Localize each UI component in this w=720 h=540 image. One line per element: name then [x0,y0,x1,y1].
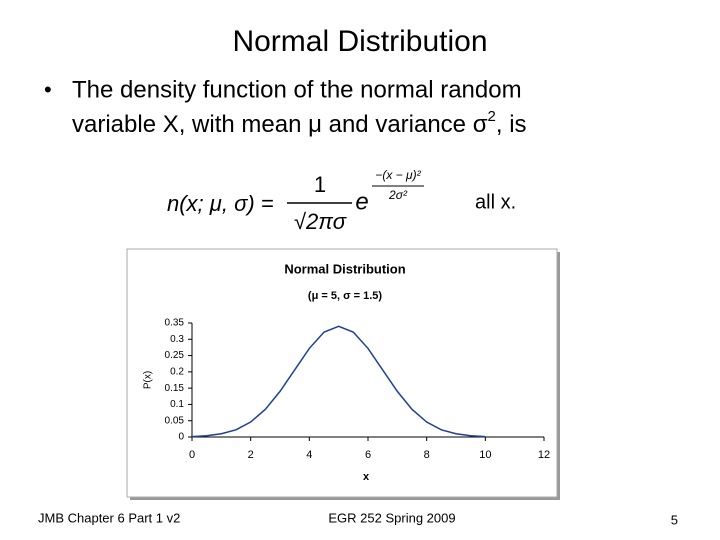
slide-title: Normal Distribution [232,25,487,58]
line-series [191,325,486,438]
formula-lhs: n(x; μ, σ) = [167,191,274,216]
footer-center: EGR 252 Spring 2009 [328,510,455,525]
y-tick-label: 0.05 [165,415,185,426]
bullet-superscript: 2 [488,108,496,125]
x-tick-label: 8 [424,449,430,461]
page-number: 5 [671,512,678,527]
bullet-line: variable X, with mean μ and variance σ2,… [72,108,527,138]
bullet-text: , is [496,111,527,138]
bullet-line: The density function of the normal rando… [72,76,522,103]
chart-frame [126,248,558,498]
x-tick-label: 4 [306,449,312,461]
bullet-dot: • [44,77,52,102]
footer-left: JMB Chapter 6 Part 1 v2 [38,510,180,525]
chart-title: Normal Distribution [284,261,405,276]
formula-exp-numerator: −(x − μ)² [375,168,421,182]
formula-condition: all x. [475,191,516,213]
x-tick-label: 2 [248,449,254,461]
formula-exp-denominator: 2σ² [388,188,408,202]
bullet-text: variable X, with mean μ and variance σ [72,111,488,138]
x-tick-label: 12 [538,449,550,461]
chart-subtitle: (μ = 5, σ = 1.5) [308,290,383,302]
y-tick-label: 0.35 [165,318,185,329]
x-axis-label: x [363,471,370,483]
x-tick-label: 10 [479,449,491,461]
y-tick-label: 0.25 [165,350,185,361]
formula-denominator: √2πσ [294,209,347,234]
y-tick-label: 0 [178,432,184,443]
y-tick-label: 0.1 [170,399,184,410]
y-tick-label: 0.3 [170,334,184,345]
formula-base: e [355,188,368,215]
y-axis-label: P(x) [143,371,154,389]
y-tick-label: 0.2 [170,366,184,377]
x-tick-label: 6 [365,449,371,461]
y-tick-label: 0.15 [165,383,185,394]
formula-numerator: 1 [314,172,326,197]
x-tick-label: 0 [189,449,195,461]
